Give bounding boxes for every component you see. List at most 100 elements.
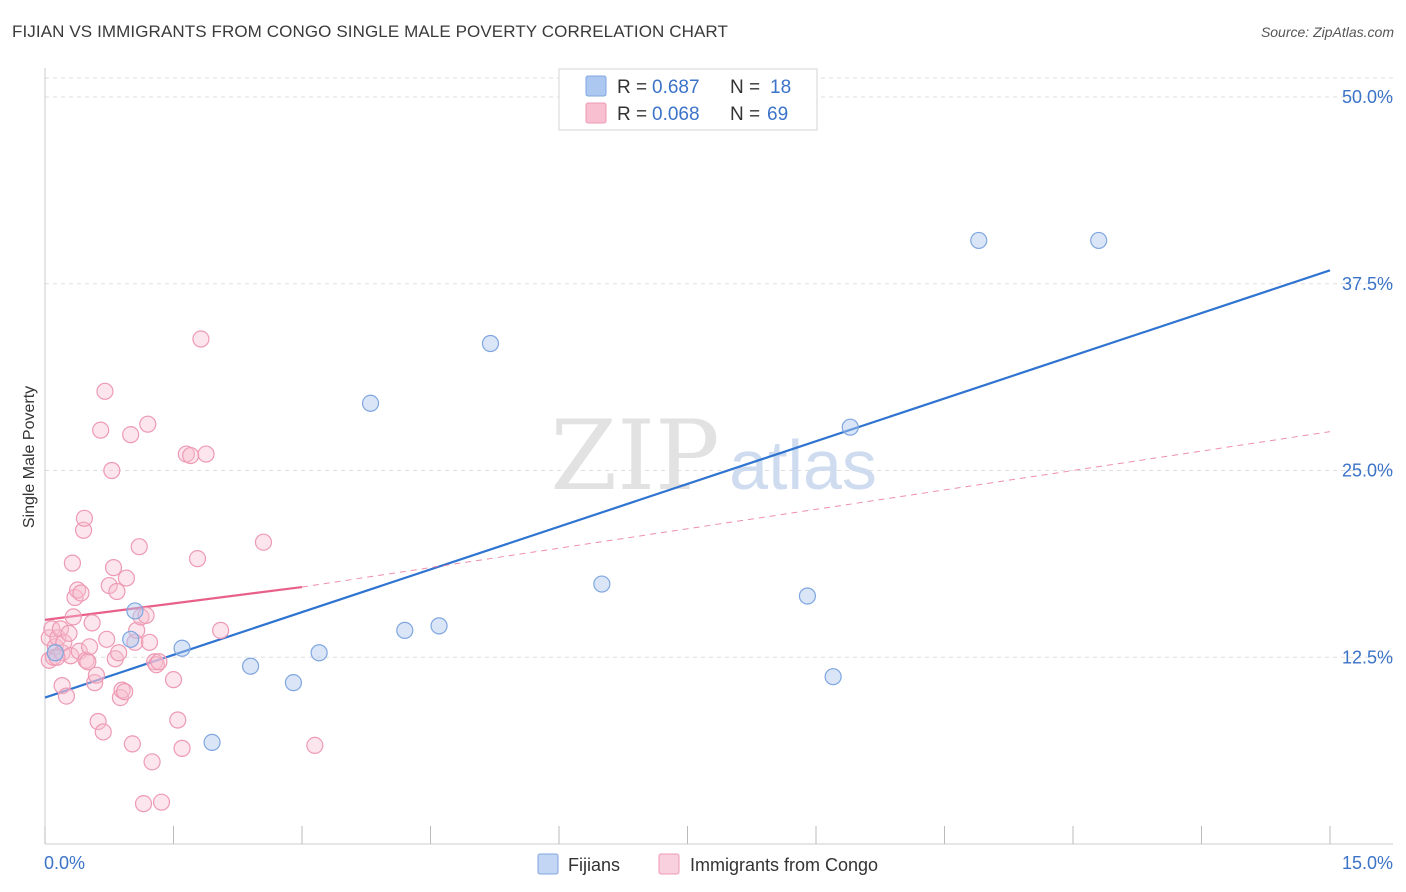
legend-r-value: 0.068 xyxy=(652,104,700,125)
data-point-congo xyxy=(197,445,215,463)
data-point-congo xyxy=(139,415,157,433)
legend-r-label: R = xyxy=(617,77,647,98)
watermark: ZIP atlas xyxy=(550,400,877,512)
y-tick-label: 50.0% xyxy=(1342,87,1393,107)
legend-bottom-swatch-fijians xyxy=(537,853,559,875)
data-point-congo xyxy=(83,614,101,632)
data-point-congo xyxy=(108,582,126,601)
legend-r-label: R = xyxy=(617,104,647,125)
data-point-congo xyxy=(173,739,191,757)
y-tick-label: 25.0% xyxy=(1342,461,1393,481)
y-axis-label: Single Male Poverty xyxy=(21,386,38,528)
data-point-congo xyxy=(123,735,141,753)
data-point-congo xyxy=(110,644,128,662)
data-point-congo xyxy=(79,653,97,671)
data-point-congo xyxy=(164,671,183,689)
data-point-congo xyxy=(96,382,114,400)
data-point-fijians xyxy=(841,418,859,436)
data-point-congo xyxy=(53,677,71,695)
data-point-fijians xyxy=(122,630,140,648)
trend-line-congo xyxy=(44,585,303,621)
data-point-fijians xyxy=(46,644,64,662)
data-point-congo xyxy=(169,711,187,729)
data-point-fijians xyxy=(481,334,500,353)
data-point-congo xyxy=(192,330,210,348)
data-point-fijians xyxy=(430,617,448,635)
data-point-congo xyxy=(306,736,324,754)
data-point-fijians xyxy=(203,733,221,752)
data-point-congo xyxy=(64,608,82,626)
data-point-fijians xyxy=(310,644,328,662)
legend-swatch-fijians xyxy=(585,75,607,97)
legend-r-value: 0.687 xyxy=(652,77,700,98)
data-point-fijians xyxy=(798,587,817,605)
trend-lines xyxy=(44,269,1331,699)
data-point-congo xyxy=(51,620,70,638)
watermark-zip: ZIP xyxy=(550,400,719,512)
data-point-fijians xyxy=(173,639,191,657)
data-point-fijians xyxy=(396,621,414,639)
source-label: Source: ZipAtlas.com xyxy=(1260,24,1394,40)
data-point-congo xyxy=(122,426,140,444)
x-tick-label: 0.0% xyxy=(44,853,85,873)
legend-correlation: R = 0.687 N = 18 R = 0.068 N = 69 xyxy=(558,68,818,131)
data-point-congo xyxy=(92,421,110,439)
data-point-congo xyxy=(104,559,123,577)
data-point-congo xyxy=(152,793,171,811)
data-point-fijians xyxy=(284,674,303,692)
legend-n-value: 69 xyxy=(767,104,788,125)
data-point-congo xyxy=(140,633,159,651)
trend-line-congo-extension xyxy=(301,431,1331,588)
data-point-congo xyxy=(63,554,82,572)
data-point-fijians xyxy=(361,394,380,412)
legend-n-value: 18 xyxy=(770,77,791,98)
y-tick-label: 37.5% xyxy=(1342,274,1393,294)
data-point-fijians xyxy=(126,602,144,620)
axes: 12.5% 25.0% 37.5% 50.0% 0.0% 15.0% xyxy=(44,68,1393,873)
data-point-congo xyxy=(143,753,161,771)
data-point-congo xyxy=(80,638,99,656)
data-point-congo xyxy=(137,606,155,625)
data-point-congo xyxy=(182,446,200,465)
data-point-congo xyxy=(116,683,134,701)
data-point-congo xyxy=(72,584,90,602)
trend-line-fijians xyxy=(44,269,1331,699)
data-point-congo xyxy=(75,509,94,527)
data-point-congo xyxy=(89,712,107,731)
legend-bottom-swatch-congo xyxy=(658,853,680,875)
data-point-congo xyxy=(57,687,76,705)
data-point-congo xyxy=(128,621,146,639)
data-point-congo xyxy=(98,630,116,648)
data-point-congo xyxy=(103,461,121,480)
data-point-congo xyxy=(147,656,165,674)
data-point-fijians xyxy=(1090,231,1108,250)
legend-n-label: N = xyxy=(730,104,760,125)
legend-n-label: N = xyxy=(730,77,760,98)
data-point-congo xyxy=(146,653,164,671)
data-points xyxy=(40,231,1108,813)
data-point-fijians xyxy=(970,231,988,250)
data-point-fijians xyxy=(824,668,842,686)
data-point-congo xyxy=(134,795,153,813)
x-tick-label: 15.0% xyxy=(1342,853,1393,873)
legend-bottom-label-congo: Immigrants from Congo xyxy=(690,855,878,875)
data-point-congo xyxy=(87,666,106,684)
y-tick-label: 12.5% xyxy=(1342,647,1393,667)
legend-series: Fijians Immigrants from Congo xyxy=(537,853,878,875)
data-point-congo xyxy=(94,723,112,741)
data-point-congo xyxy=(60,624,78,642)
data-point-congo xyxy=(150,653,168,671)
legend-bottom-label-fijians: Fijians xyxy=(568,855,620,875)
watermark-atlas: atlas xyxy=(729,426,877,504)
data-point-congo xyxy=(188,550,207,568)
data-point-congo xyxy=(117,569,135,587)
data-point-congo xyxy=(130,538,148,556)
chart-title: FIJIAN VS IMMIGRANTS FROM CONGO SINGLE M… xyxy=(12,22,728,41)
data-point-congo xyxy=(254,533,273,551)
data-point-congo xyxy=(212,621,230,639)
gridlines xyxy=(45,77,1393,658)
data-point-fijians xyxy=(242,657,260,675)
legend-swatch-congo xyxy=(585,102,607,124)
data-point-fijians xyxy=(593,575,611,593)
